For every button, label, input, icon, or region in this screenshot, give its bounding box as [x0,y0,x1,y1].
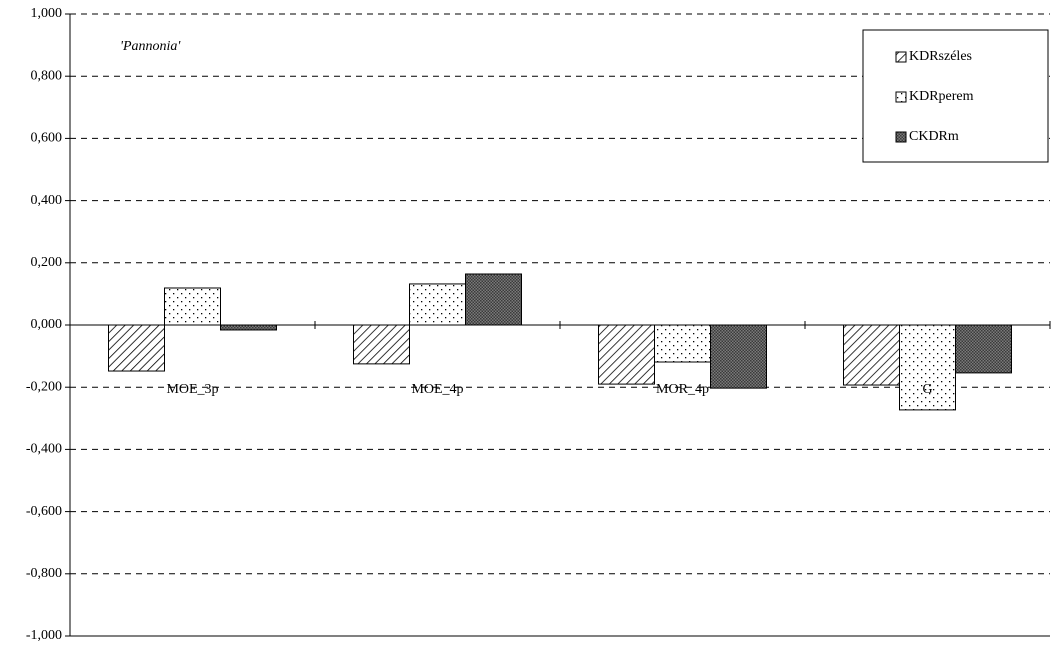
bar [409,283,466,326]
y-tick-label: 0,600 [31,131,63,146]
x-tick-label: MOR_4p [656,382,709,397]
bar [654,324,711,363]
y-tick-label: 0,800 [31,68,63,83]
x-tick-label: MOE_4p [411,382,463,397]
bar [598,324,655,385]
bar [108,324,165,372]
y-tick-label: 1,000 [31,6,63,21]
legend-swatch [895,51,907,63]
bar [353,324,410,365]
y-tick-label: -0,800 [26,566,62,581]
y-tick-label: -0,400 [26,442,62,457]
y-tick-label: 0,200 [31,255,63,270]
legend-label: KDRszéles [909,49,972,64]
bar [955,324,1012,374]
legend-box [862,29,1049,163]
y-tick-label: -1,000 [26,628,62,643]
legend-label: KDRperem [909,89,974,104]
x-tick-label: MOE_3p [166,382,218,397]
bar [164,287,221,326]
y-tick-label: -0,200 [26,379,62,394]
bar [220,324,277,331]
y-tick-label: -0,600 [26,504,62,519]
y-tick-label: 0,400 [31,193,63,208]
legend-label: CKDRm [909,129,959,144]
y-tick-label: 0,000 [31,317,63,332]
bar [710,324,767,389]
bar [465,273,522,326]
x-tick-label: G [922,382,932,397]
chart-title: 'Pannonia' [120,39,181,54]
bar [843,324,900,386]
legend-swatch [895,91,907,103]
legend-swatch [895,131,907,143]
